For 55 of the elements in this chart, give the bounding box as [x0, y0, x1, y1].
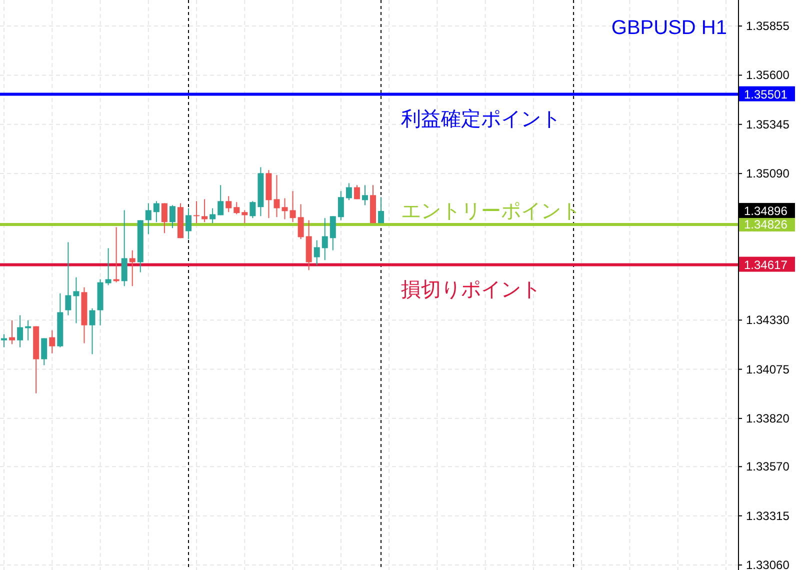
candlestick [121, 210, 128, 287]
candlestick [290, 190, 296, 223]
y-tick-label: 1.33315 [746, 508, 790, 523]
candlestick [89, 308, 96, 355]
candlestick [250, 200, 256, 219]
candlestick [242, 210, 248, 224]
candlestick [129, 250, 136, 287]
candlestick [322, 218, 328, 261]
y-tick-label: 1.33570 [746, 460, 790, 474]
candlestick [346, 182, 352, 201]
text: 1.35501 [744, 87, 788, 102]
candlestick [282, 198, 288, 220]
candlestick [161, 202, 168, 234]
text: GBPUSD H1 [611, 17, 727, 39]
candlestick [234, 202, 240, 215]
candlestick [202, 198, 208, 223]
y-tick-label: 1.35855 [746, 19, 790, 34]
candlestick [354, 184, 360, 200]
y-tick-label: 1.35345 [746, 117, 790, 132]
candlestick [153, 200, 160, 223]
candlestick [218, 184, 224, 216]
candlestick [362, 184, 368, 206]
candlestick [226, 196, 232, 213]
candlestick [105, 248, 112, 286]
candlestick [9, 320, 16, 345]
candlestick [338, 190, 344, 221]
candlestick [41, 338, 48, 366]
candlestick [274, 174, 280, 218]
candlestick [65, 242, 72, 316]
y-tick-label: 1.35090 [746, 166, 790, 181]
candlestick [113, 226, 120, 283]
candlestick [49, 330, 56, 354]
candlestick [1, 334, 8, 348]
y-tick-label: 1.33820 [746, 411, 790, 426]
text: 1.34617 [744, 258, 788, 272]
candlestick [378, 196, 384, 224]
text: 1.34896 [744, 204, 788, 218]
text: 1.34826 [744, 217, 788, 232]
candlestick [314, 240, 320, 266]
candlestick [169, 204, 176, 229]
y-tick-label: 1.35600 [746, 68, 790, 82]
candlestick [298, 204, 304, 240]
candlestick [73, 276, 80, 324]
y-tick-label: 1.34075 [746, 362, 790, 376]
candlestick [330, 216, 336, 251]
candlestick [145, 202, 152, 235]
y-tick-label: 1.33060 [746, 558, 790, 570]
ref-line-label: 利益確定ポイント [401, 106, 562, 130]
candlestick [186, 208, 192, 240]
candlestick [194, 200, 200, 224]
ref-line-label: 損切りポイント [401, 276, 542, 301]
candlestick [210, 208, 216, 224]
y-tick-label: 1.34330 [746, 313, 790, 328]
ref-line-label: エントリーポイント [401, 198, 582, 222]
candlestick [17, 314, 24, 348]
